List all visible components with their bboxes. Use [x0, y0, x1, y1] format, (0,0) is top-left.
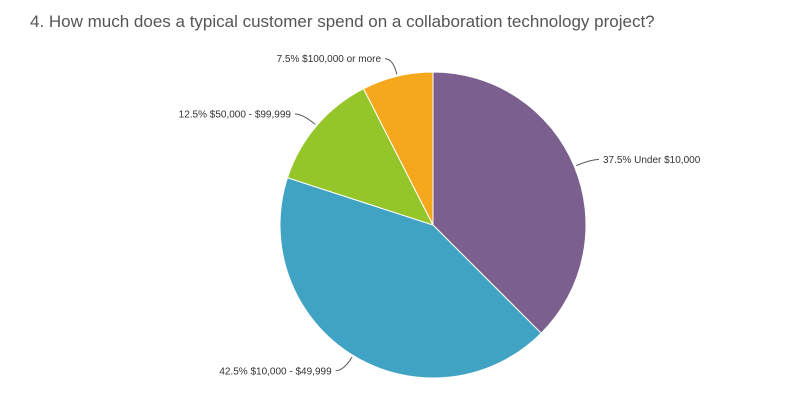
leader-line-10-000-49-999 [335, 356, 353, 372]
pie-slice-under-10-000 [432, 71, 587, 334]
slice-percent: 12.5% [179, 109, 207, 120]
slice-label-10-000-49-999: 42.5% $10,000 - $49,999 [219, 366, 332, 377]
slice-category: $10,000 - $49,999 [248, 366, 332, 377]
slice-labels: 37.5% Under $10,000 42.5% $10,000 - $49,9… [179, 54, 701, 377]
leader-line-50-000-99-999 [294, 113, 316, 125]
pie-slice-10-000-49-999 [279, 177, 542, 379]
pie-slice-50-000-99-999 [286, 88, 434, 226]
slice-category: $50,000 - $99,999 [207, 109, 291, 120]
slice-percent: 37.5% [603, 155, 631, 166]
pie-slice-100-000-or-more [362, 71, 434, 226]
chart-title: 4. How much does a typical customer spen… [30, 12, 655, 31]
pie-slices [279, 71, 587, 379]
slice-percent: 7.5% [277, 54, 300, 65]
slice-category: $100,000 or more [299, 54, 381, 65]
leader-line-under-10-000 [576, 159, 599, 167]
slice-percent: 42.5% [219, 366, 247, 377]
slice-category: Under $10,000 [631, 155, 700, 166]
slice-label-100-000-or-more: 7.5% $100,000 or more [277, 54, 382, 65]
slice-label-50-000-99-999: 12.5% $50,000 - $99,999 [179, 109, 292, 120]
leader-line-100-000-or-more [385, 58, 398, 75]
slice-label-under-10-000: 37.5% Under $10,000 [603, 155, 701, 166]
leader-lines [294, 58, 599, 372]
